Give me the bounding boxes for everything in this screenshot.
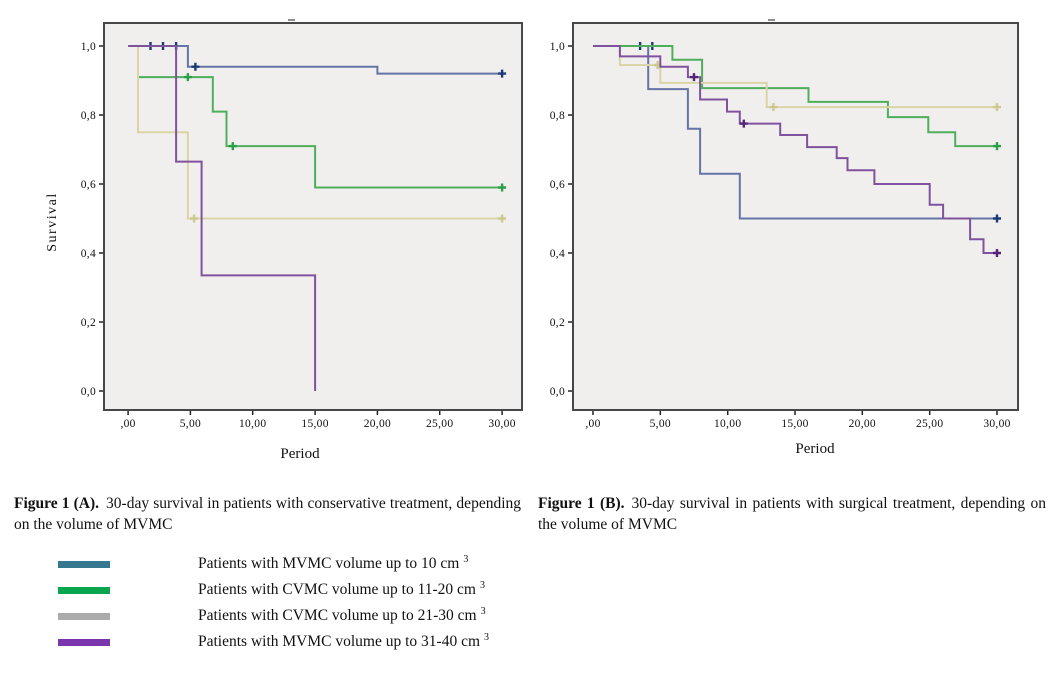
survival-curve (128, 45, 503, 75)
censor-plus-marker (498, 214, 507, 223)
censor-plus-marker (993, 249, 1001, 257)
y-tick-label: 0,8 (81, 110, 96, 122)
x-tick-label: 10,00 (239, 418, 266, 430)
legend-swatch-mvmc-31-40 (58, 638, 110, 646)
censor-plus-marker (769, 103, 778, 112)
x-tick-label: 20,00 (364, 418, 391, 430)
survival-curve (593, 45, 997, 254)
legend-swatch-mvmc-10 (58, 560, 110, 568)
legend-item: Patients with CVMC volume up to 21-30 cm… (58, 603, 489, 629)
plot-frame (103, 22, 523, 411)
y-tick-label: 0,2 (81, 317, 96, 329)
chart-surgical-treatment: ,00 5,00 10,00 15,00 20,00 25,00 30,00 1,0 0,8 0,… (550, 22, 1019, 430)
y-tick-label: 0,4 (550, 248, 565, 260)
legend-item: Patients with MVMC volume up to 10 cm 3 (58, 551, 489, 577)
caption-figure-a-label: Figure 1 (A). (14, 495, 100, 512)
censor-plus-marker (191, 62, 200, 71)
censor-plus-marker (993, 142, 1001, 151)
x-tick-label: 25,00 (916, 418, 943, 430)
censor-plus-marker (739, 119, 748, 128)
censor-plus-marker (190, 214, 199, 223)
legend-swatch-cvmc-21-30 (58, 612, 110, 620)
x-axis-label-period-right: Period (795, 441, 835, 457)
plot-area (573, 23, 1018, 410)
y-axis-label-survival: Survival (45, 192, 60, 252)
censor-plus-marker (228, 142, 237, 151)
x-tick-label: ,00 (120, 418, 135, 430)
y-tick-label: 1,0 (81, 41, 96, 53)
x-tick-label: 30,00 (983, 418, 1010, 430)
cropped-title-mark (768, 19, 775, 21)
legend-label: Patients with CVMC volume up to 11-20 cm… (198, 580, 485, 599)
legend-label: Patients with CVMC volume up to 21-30 cm… (198, 606, 486, 625)
x-tick-label: 30,00 (488, 418, 515, 430)
x-tick-label: 25,00 (426, 418, 453, 430)
y-tick-label: 0,6 (81, 179, 96, 191)
caption-figure-b: Figure 1 (B). 30-day survival in patients… (538, 494, 1046, 535)
legend-label: Patients with MVMC volume up to 10 cm 3 (198, 554, 469, 573)
legend-label: Patients with MVMC volume up to 31-40 cm… (198, 632, 490, 651)
x-tick-label: 5,00 (650, 418, 671, 430)
x-tick-label: ,00 (585, 418, 600, 430)
x-tick-label: 5,00 (180, 418, 201, 430)
y-tick-label: 0,0 (550, 386, 565, 398)
censor-plus-marker (498, 69, 507, 78)
legend-swatch-cvmc-11-20 (58, 586, 110, 594)
censor-plus-marker (993, 214, 1001, 223)
x-tick-label: 10,00 (714, 418, 741, 430)
cropped-title-mark (288, 19, 295, 21)
survival-curve (593, 45, 997, 148)
y-tick-label: 0,8 (550, 110, 565, 122)
censor-plus-marker (183, 73, 192, 82)
y-tick-label: 1,0 (550, 41, 565, 53)
censor-plus-marker (993, 103, 1001, 112)
caption-figure-b-text: 30-day survival in patients with surgica… (538, 495, 1046, 533)
caption-figure-a: Figure 1 (A). 30-day survival in patients… (14, 494, 521, 535)
caption-figure-a-text: 30-day survival in patients with conserv… (14, 495, 521, 533)
legend: Patients with MVMC volume up to 10 cm 3 P… (58, 551, 489, 655)
plot-area (104, 23, 522, 410)
y-tick-label: 0,4 (81, 248, 96, 260)
x-tick-label: 15,00 (781, 418, 808, 430)
x-tick-label: 20,00 (849, 418, 876, 430)
y-tick-label: 0,0 (81, 386, 96, 398)
chart-conservative-treatment: ,00 5,00 10,00 15,00 20,00 25,00 30,00 1,0 0,8 0,… (81, 22, 523, 430)
legend-item: Patients with MVMC volume up to 31-40 cm… (58, 629, 489, 655)
x-tick-label: 15,00 (301, 418, 328, 430)
caption-figure-b-label: Figure 1 (B). (538, 495, 625, 512)
survival-curve (128, 45, 317, 391)
plot-frame (572, 22, 1019, 411)
censor-plus-marker (498, 183, 507, 192)
survival-curve (593, 45, 997, 220)
x-axis-label-period-left: Period (280, 446, 320, 462)
y-tick-label: 0,6 (550, 179, 565, 191)
legend-item: Patients with CVMC volume up to 11-20 cm… (58, 577, 489, 603)
y-tick-label: 0,2 (550, 317, 565, 329)
censor-plus-marker (690, 73, 698, 82)
survival-charts: ,00 5,00 10,00 15,00 20,00 25,00 30,00 1,0 0,8 0,… (81, 22, 1019, 430)
